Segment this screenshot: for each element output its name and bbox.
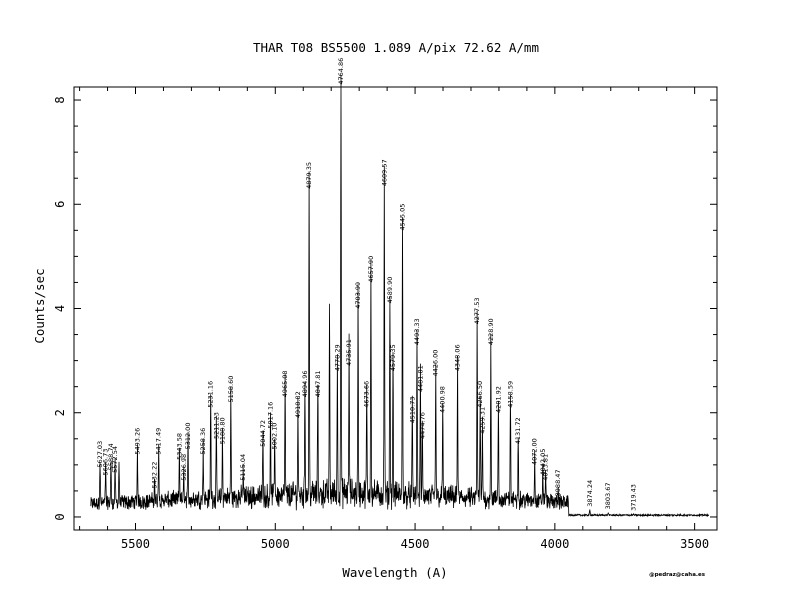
peak-label: 5417.49 [155,428,163,455]
y-tick-label: 0 [53,513,67,520]
x-axis: 5500 5000 4500 4000 3500 [79,87,709,551]
peak-label: 4426.00 [432,350,440,377]
peak-label: 4735.91 [345,339,353,366]
peak-label: 4545.05 [398,204,406,231]
peak-label: 5627.03 [96,441,104,468]
x-tick-label: 4000 [540,537,569,551]
peak-label: 4348.06 [454,344,462,371]
peak-label: 5044.72 [259,420,267,447]
x-tick-label: 3500 [680,537,709,551]
peak-label: 4072.00 [531,438,539,465]
peak-label: 4277.53 [473,297,481,324]
peak-label: 5002.10 [271,423,279,450]
peak-label: 4847.81 [314,370,322,397]
chart-title: THAR T08 BS5500 1.089 A/pix 72.62 A/mm [253,40,539,55]
peak-label: 5188.80 [218,417,226,444]
peak-label: 4879.35 [305,162,313,189]
y-axis-label: Counts/sec [32,268,47,343]
peak-label: 4228.90 [487,318,495,345]
peak-label: 5231.16 [207,381,215,408]
peak-label: 4493.33 [413,318,421,345]
spectrum-line [90,74,709,518]
peak-label: 4481.81 [416,365,424,392]
peak-label: 4918.82 [294,391,302,418]
peak-label: 4894.96 [301,370,309,397]
peak-label: 4400.98 [439,386,447,413]
peak-label: 3719.43 [629,484,637,511]
peak-label: 4657.90 [367,256,375,283]
peak-label: 4703.99 [354,282,362,309]
x-tick-label: 5500 [121,537,150,551]
credit-text: @pedraz@caha.es [649,572,706,578]
y-tick-label: 2 [53,409,67,416]
peak-label: 4589.90 [386,277,394,304]
peak-label: 4259.31 [478,407,486,434]
peak-label: 5493.26 [133,428,141,455]
peak-label: 4201.92 [494,386,502,413]
peak-label: 3874.24 [586,480,594,507]
y-axis: 0 2 4 6 8 [53,96,717,521]
peak-label: 5258.36 [199,428,207,455]
peak-label: 4266.50 [476,381,484,408]
peak-label: 4510.73 [408,396,416,423]
peak-label: 5312.00 [184,423,192,450]
x-axis-label: Wavelength (A) [342,565,447,580]
peak-label: 5017.16 [267,402,275,429]
peak-label: 5158.60 [227,376,235,403]
y-tick-label: 4 [53,305,67,312]
peak-label: 4042.05 [539,449,547,476]
peak-label: 4131.72 [514,417,522,444]
x-tick-label: 5000 [261,537,290,551]
peak-label: 4764.86 [337,58,345,85]
peak-label: 3803.67 [604,482,612,509]
peak-label: 5432.22 [151,462,159,489]
y-tick-label: 6 [53,201,67,208]
peak-label: 4609.57 [380,159,388,186]
peak-label: 5606.73 [102,449,110,476]
x-tick-label: 4500 [401,537,430,551]
peak-label: 4158.59 [506,381,514,408]
peak-label: 5326.98 [180,454,188,481]
peak-label: 4673.66 [363,381,371,408]
peak-label: 5588.74 [107,443,115,470]
peak-label: 5115.04 [239,454,247,481]
peak-label: 5572.54 [111,446,119,473]
peak-label: 4778.29 [333,344,341,371]
peak-label: 4579.35 [389,344,397,371]
peak-label: 5211.23 [212,412,220,439]
peak-label: 4474.76 [418,412,426,439]
peak-label: 4013.81 [542,454,550,481]
y-tick-label: 8 [53,96,67,103]
peak-label: 4965.08 [281,370,289,397]
peak-label: 5343.58 [175,433,183,460]
peak-label: 3988.47 [554,469,562,496]
